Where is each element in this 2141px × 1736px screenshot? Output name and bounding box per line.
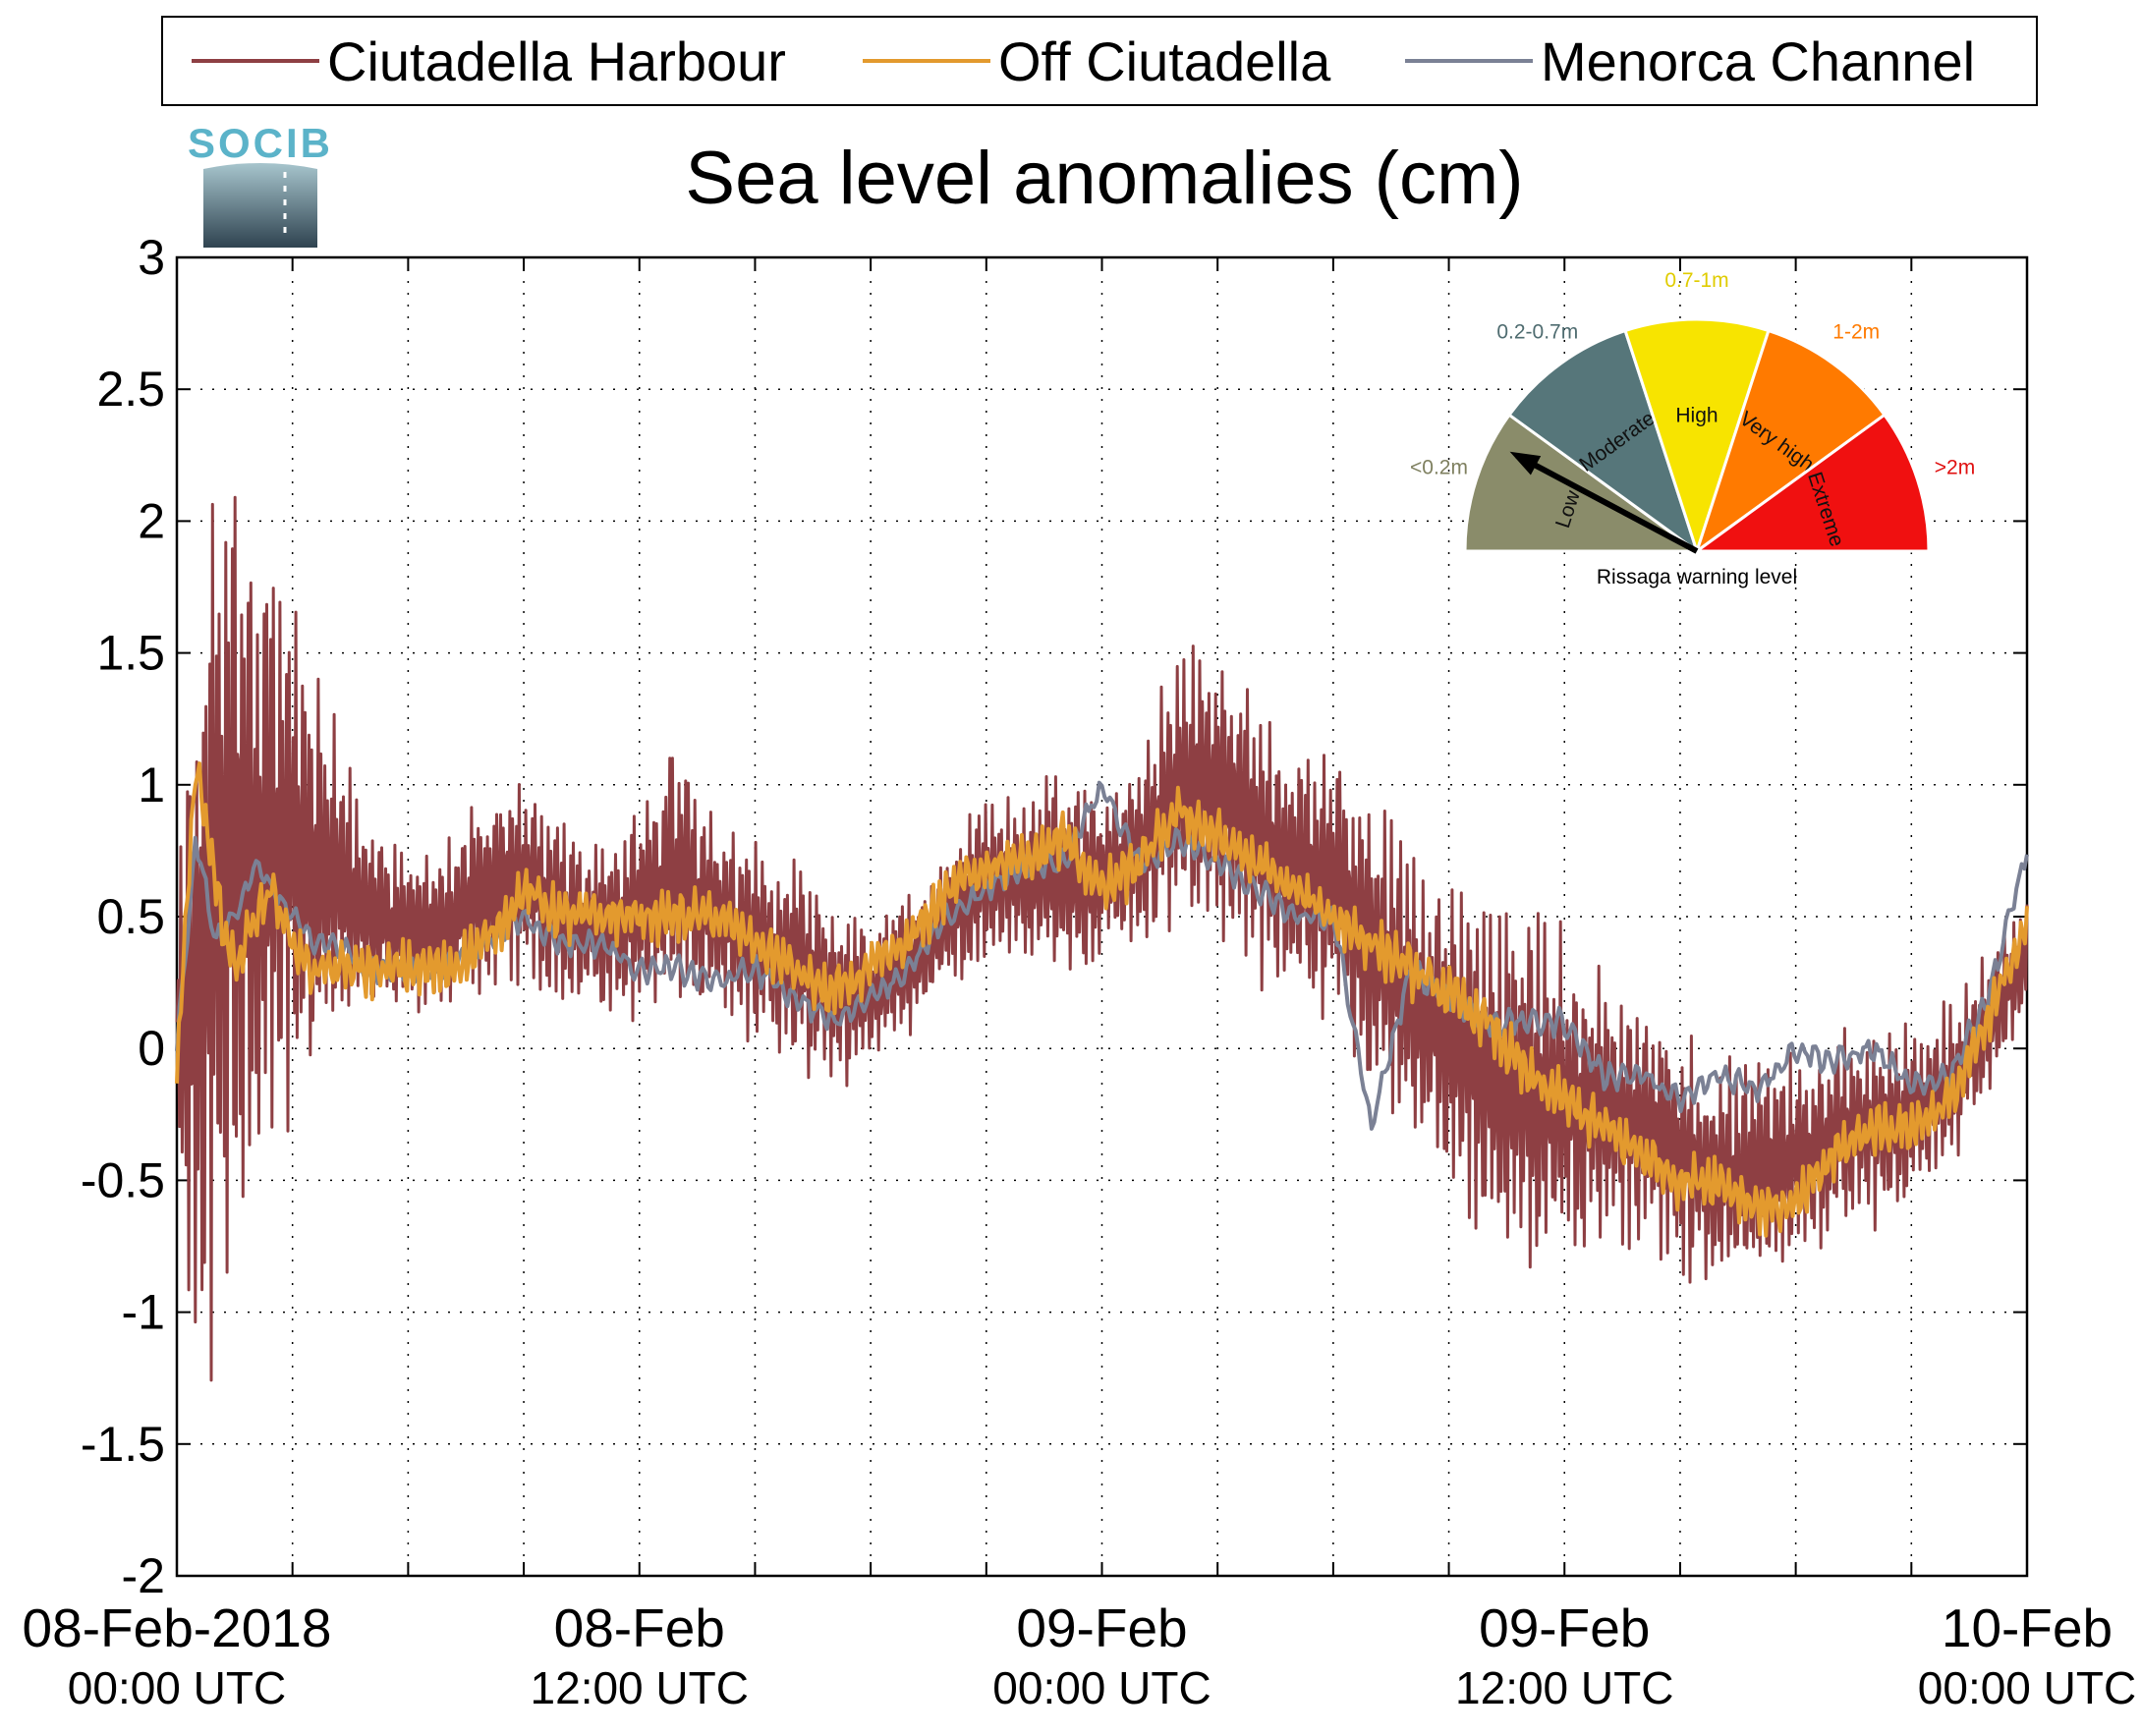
gauge-range-low: <0.2m	[1410, 457, 1468, 479]
x-tick-label-date: 09-Feb	[1479, 1597, 1650, 1658]
gauge-needle	[1515, 452, 1699, 554]
socib-logo-text: SOCIB	[188, 120, 333, 166]
gauge-caption: Rissaga warning level	[1597, 566, 1797, 588]
y-tick-label: 0.5	[96, 889, 165, 944]
legend-label-ciutadella-harbour: Ciutadella Harbour	[327, 30, 786, 92]
x-tick-label-time: 00:00 UTC	[992, 1662, 1211, 1713]
x-tick-label-time: 00:00 UTC	[1918, 1662, 2136, 1713]
gauge-label-high: High	[1675, 405, 1718, 427]
axis-ticks	[177, 256, 2027, 1577]
socib-logo: SOCIB	[188, 120, 333, 248]
legend-box	[161, 16, 2038, 106]
y-tick-label: 1.5	[96, 626, 165, 681]
gauge-range-extreme: >2m	[1935, 457, 1975, 479]
gauge-needle-arrowhead	[1509, 451, 1542, 476]
chart-title: Sea level anomalies (cm)	[685, 137, 1523, 220]
x-tick-label-time: 00:00 UTC	[68, 1662, 286, 1713]
series-layer	[175, 495, 2029, 1382]
gauge-range-high: 0.7-1m	[1664, 269, 1728, 292]
gauge-range-moderate: 0.2-0.7m	[1496, 321, 1578, 344]
gauge-segment-very-high	[1694, 328, 1887, 555]
gauge-segment-moderate	[1507, 328, 1700, 555]
series-line-ciutadella-harbour	[175, 495, 2029, 1382]
x-tick-label-date: 08-Feb	[554, 1597, 725, 1658]
gauge-range-very-high: 1-2m	[1832, 321, 1880, 344]
legend-label-menorca-channel: Menorca Channel	[1541, 30, 1975, 92]
x-tick-label-time: 12:00 UTC	[1455, 1662, 1673, 1713]
y-tick-label: 3	[138, 230, 165, 285]
y-tick-label: 2	[138, 493, 165, 548]
y-tick-label: -0.5	[81, 1152, 165, 1207]
legend: Ciutadella Harbour Off Ciutadella Menorc…	[161, 16, 2038, 106]
y-tick-label: 1	[138, 757, 165, 812]
y-tick-label: -1	[122, 1285, 165, 1340]
x-tick-label-date: 08-Feb-2018	[23, 1597, 332, 1658]
y-tick-label: -2	[122, 1548, 165, 1603]
gauge-segment-high	[1623, 317, 1771, 556]
y-tick-label: 0	[138, 1021, 165, 1076]
x-tick-label-date: 10-Feb	[1942, 1597, 2113, 1658]
gauge-segment-extreme	[1692, 413, 1931, 553]
series-line-off-ciutadella	[175, 761, 2029, 1238]
y-tick-label: -1.5	[81, 1417, 165, 1472]
x-tick-label-time: 12:00 UTC	[531, 1662, 749, 1713]
legend-label-off-ciutadella: Off Ciutadella	[998, 30, 1331, 92]
y-tick-labels: -2 -1.5 -1 -0.5 0 0.5 1 1.5 2 2.5 3	[81, 230, 165, 1603]
y-tick-label: 2.5	[96, 362, 165, 417]
x-tick-label-date: 09-Feb	[1016, 1597, 1187, 1658]
